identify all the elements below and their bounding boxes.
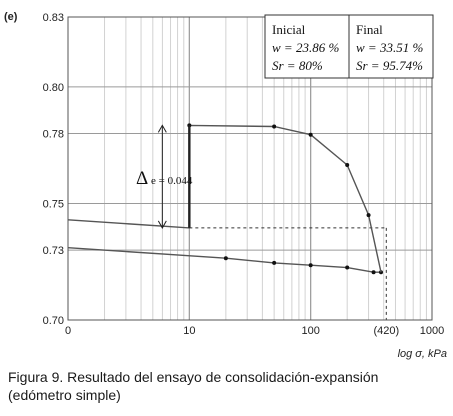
chart-series — [67, 123, 384, 275]
x-tick-label: 10 — [183, 325, 195, 337]
delta-symbol: Δ — [136, 168, 148, 189]
y-tick-label: 0.75 — [43, 198, 64, 210]
data-point — [379, 270, 384, 275]
consolidation-chart: 0.700.730.750.780.800.830 10 100 (420) 1000 … — [4, 11, 447, 360]
x-tick-label: 0 — [65, 325, 71, 337]
final-title: Final — [356, 22, 383, 37]
y-tick-label: 0.70 — [43, 315, 64, 327]
final-w: w = 33.51 % — [356, 40, 423, 55]
delta-arrow-head-top — [157, 124, 167, 133]
y-tick-label: 0.78 — [43, 129, 64, 141]
x-tick-label: 1000 — [420, 325, 444, 337]
caption-line-1: Figura 9. Resultado del ensayo de consol… — [8, 369, 379, 385]
data-point — [308, 263, 313, 268]
figure-caption: Figura 9. Resultado del ensayo de consol… — [8, 368, 448, 404]
reference-lines — [189, 227, 387, 320]
y-tick-label: 0.73 — [43, 245, 64, 257]
series-line-1 — [67, 247, 381, 273]
initial-sr: Sr = 80% — [272, 58, 323, 73]
x-axis-label: log σ, kPa — [398, 348, 447, 360]
final-sr: Sr = 95.74% — [356, 58, 423, 73]
y-tick-label: 0.83 — [43, 12, 64, 24]
delta-value: e = 0.044 — [151, 175, 193, 187]
data-point — [272, 124, 277, 129]
data-point — [223, 256, 228, 261]
data-point — [371, 270, 376, 275]
properties-table: Inicial w = 23.86 % Sr = 80% Final w = 3… — [264, 14, 434, 79]
y-tick-label: 0.80 — [43, 82, 64, 94]
caption-line-2: (edómetro simple) — [8, 387, 121, 403]
initial-title: Inicial — [272, 22, 306, 37]
delta-annotation: Δ e = 0.044 — [136, 124, 193, 229]
panel-label: (e) — [4, 11, 18, 23]
x-tick-label: (420) — [373, 325, 399, 337]
plot-frame — [67, 16, 433, 321]
data-point — [308, 132, 313, 137]
data-point — [345, 163, 350, 168]
data-point — [272, 260, 277, 265]
initial-w: w = 23.86 % — [272, 40, 339, 55]
x-tick-label: 100 — [301, 325, 319, 337]
delta-arrow-head-bottom — [157, 220, 167, 229]
data-point — [366, 213, 371, 218]
data-point — [345, 265, 350, 270]
axis-ticks: 0.70 0.73 0.75 0.78 0.80 0.83 0 10 100 (420) 1000 — [43, 12, 445, 337]
